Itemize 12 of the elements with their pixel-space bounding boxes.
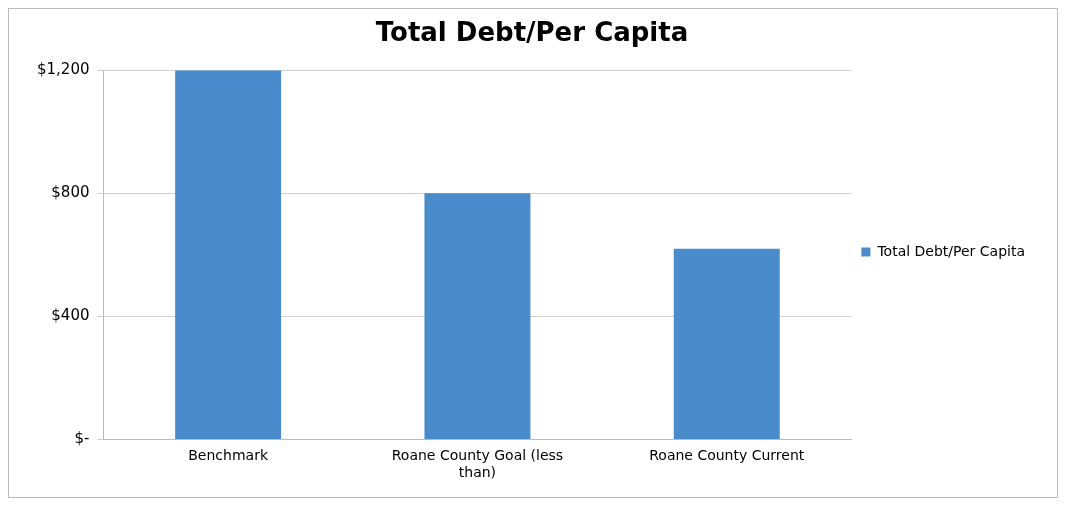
y-tick-label: $800 <box>51 183 90 202</box>
y-tick-label: $400 <box>51 306 90 325</box>
x-tick-label: Roane County Goal (less than) <box>391 447 564 481</box>
bar <box>175 70 282 439</box>
x-tick-label: Benchmark <box>188 447 269 464</box>
y-tick-label: $- <box>74 429 90 448</box>
x-tick-label: Roane County Current <box>649 447 805 464</box>
legend-label: Total Debt/Per Capita <box>876 242 1026 259</box>
chart-title: Total Debt/Per Capita <box>375 17 689 48</box>
bar <box>424 193 531 439</box>
bar <box>673 248 780 439</box>
y-tick-label: $1,200 <box>36 60 90 79</box>
